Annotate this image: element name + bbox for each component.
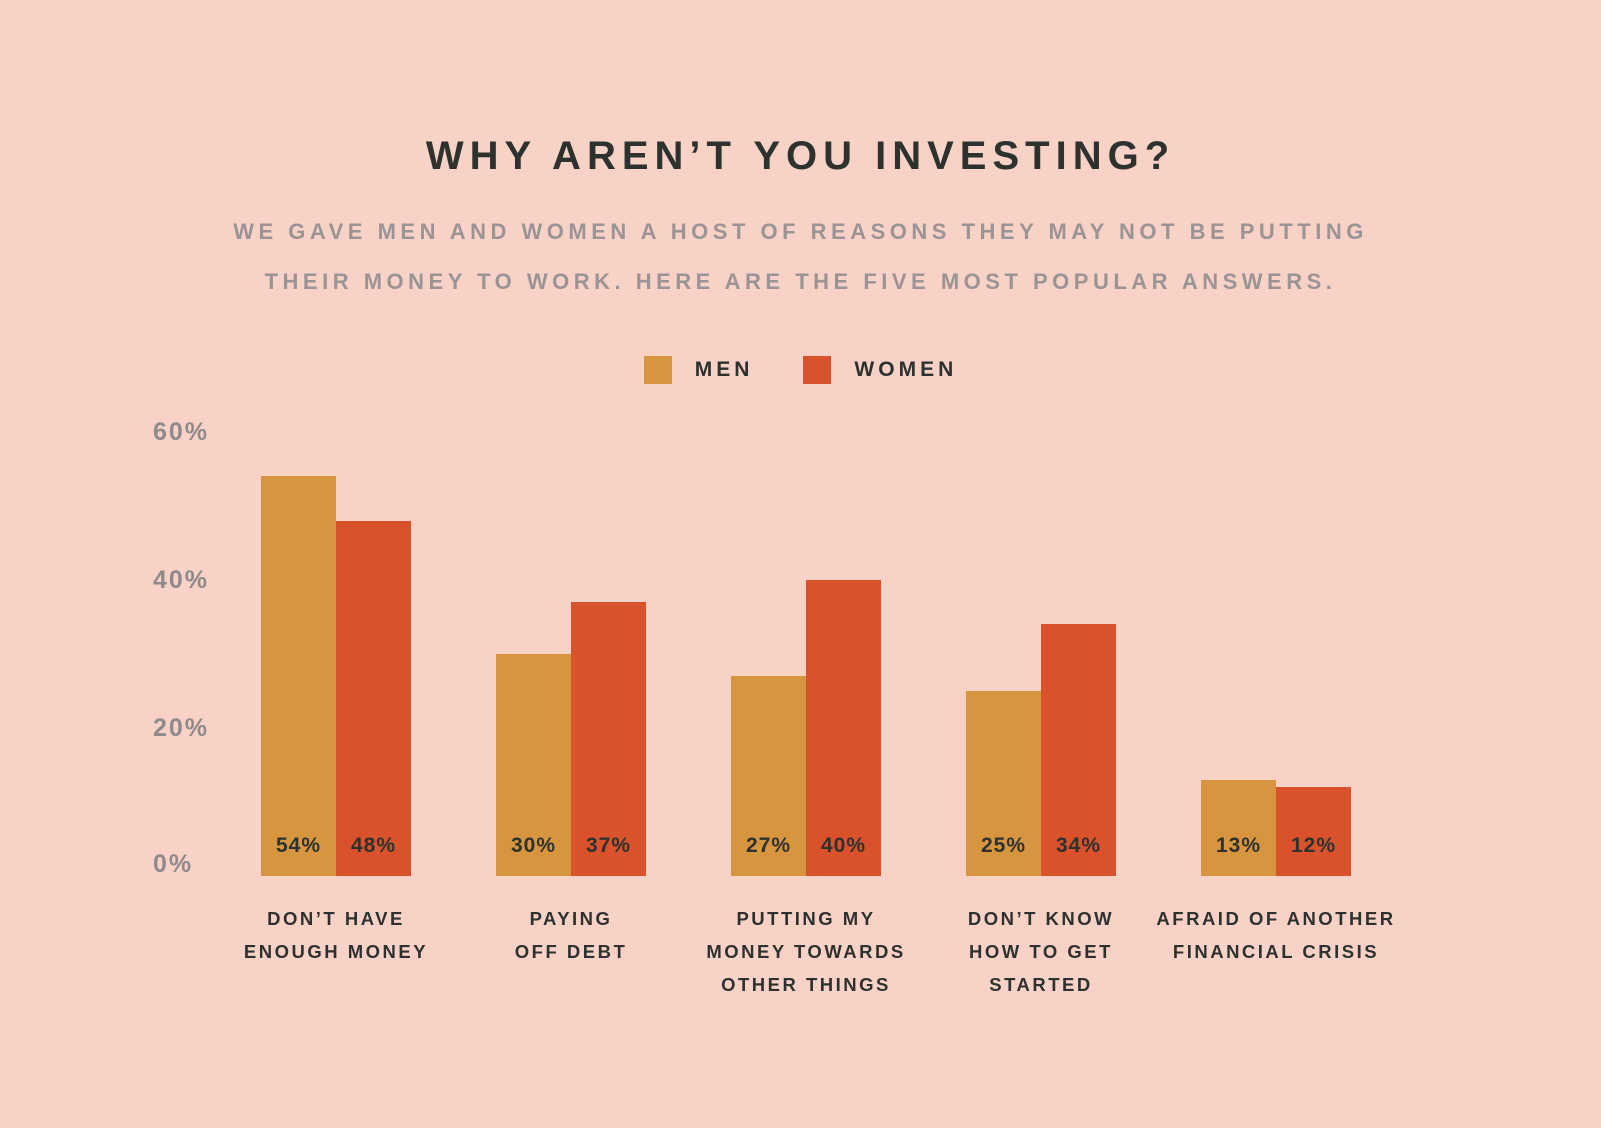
legend-item-women: WOMEN bbox=[803, 356, 957, 384]
y-axis-tick-60: 60% bbox=[153, 418, 210, 446]
y-axis-tick-40: 40% bbox=[153, 566, 210, 594]
category-label-group3-line3: OTHER THINGS bbox=[721, 974, 891, 995]
value-label-men-group4: 25% bbox=[980, 834, 1027, 857]
bar-men-group2 bbox=[496, 654, 571, 876]
value-label-men-group1: 54% bbox=[275, 834, 322, 857]
category-label-group3-line1: PUTTING MY bbox=[736, 908, 876, 929]
value-label-men-group3: 27% bbox=[745, 834, 792, 857]
category-label-group2-line2: OFF DEBT bbox=[514, 941, 628, 962]
category-label-group1-line1: DON’T HAVE bbox=[267, 908, 405, 929]
legend-label-women: WOMEN bbox=[854, 358, 958, 381]
category-label-group5-line1: AFRAID OF ANOTHER bbox=[1156, 908, 1396, 929]
bar-women-group4 bbox=[1041, 624, 1116, 876]
category-label-group5: AFRAID OF ANOTHER FINANCIAL CRISIS bbox=[1126, 902, 1426, 968]
y-axis-tick-0: 0% bbox=[153, 850, 194, 878]
subtitle-line-2: THEIR MONEY TO WORK. HERE ARE THE FIVE M… bbox=[264, 269, 1337, 294]
chart-subtitle: WE GAVE MEN AND WOMEN A HOST OF REASONS … bbox=[0, 207, 1601, 307]
category-label-group3-line2: MONEY TOWARDS bbox=[706, 941, 906, 962]
bar-men-group1 bbox=[261, 476, 336, 876]
category-label-group2: PAYING OFF DEBT bbox=[421, 902, 721, 968]
category-label-group4-line1: DON’T KNOW bbox=[967, 908, 1115, 929]
men-color-swatch bbox=[643, 356, 672, 384]
value-label-women-group3: 40% bbox=[820, 834, 867, 857]
category-label-group3: PUTTING MY MONEY TOWARDS OTHER THINGS bbox=[656, 902, 956, 1001]
legend-label-men: MEN bbox=[694, 358, 754, 381]
category-label-group4-line3: STARTED bbox=[989, 974, 1093, 995]
value-label-men-group2: 30% bbox=[510, 834, 557, 857]
category-label-group2-line1: PAYING bbox=[529, 908, 613, 929]
value-label-men-group5: 13% bbox=[1215, 834, 1262, 857]
value-label-women-group2: 37% bbox=[585, 834, 632, 857]
bar-women-group1 bbox=[336, 521, 411, 876]
value-label-women-group1: 48% bbox=[350, 834, 397, 857]
women-color-swatch bbox=[803, 356, 832, 384]
value-label-women-group4: 34% bbox=[1055, 834, 1102, 857]
category-label-group1: DON’T HAVE ENOUGH MONEY bbox=[186, 902, 486, 968]
bar-women-group2 bbox=[571, 602, 646, 876]
category-label-group5-line2: FINANCIAL CRISIS bbox=[1172, 941, 1380, 962]
category-label-group4: DON’T KNOW HOW TO GET STARTED bbox=[891, 902, 1191, 1001]
y-axis-tick-20: 20% bbox=[153, 714, 210, 742]
category-label-group1-line2: ENOUGH MONEY bbox=[243, 941, 429, 962]
category-label-group4-line2: HOW TO GET bbox=[969, 941, 1113, 962]
value-label-women-group5: 12% bbox=[1290, 834, 1337, 857]
bar-men-group4 bbox=[966, 691, 1041, 876]
legend-item-men: MEN bbox=[643, 356, 754, 384]
bar-men-group3 bbox=[731, 676, 806, 876]
subtitle-line-1: WE GAVE MEN AND WOMEN A HOST OF REASONS … bbox=[233, 219, 1368, 244]
chart-title: WHY AREN’T YOU INVESTING? bbox=[425, 134, 1176, 178]
bar-men-group5 bbox=[1201, 780, 1276, 876]
bar-women-group3 bbox=[806, 580, 881, 876]
bar-women-group5 bbox=[1276, 787, 1351, 876]
legend: MEN WOMEN bbox=[0, 356, 1601, 384]
